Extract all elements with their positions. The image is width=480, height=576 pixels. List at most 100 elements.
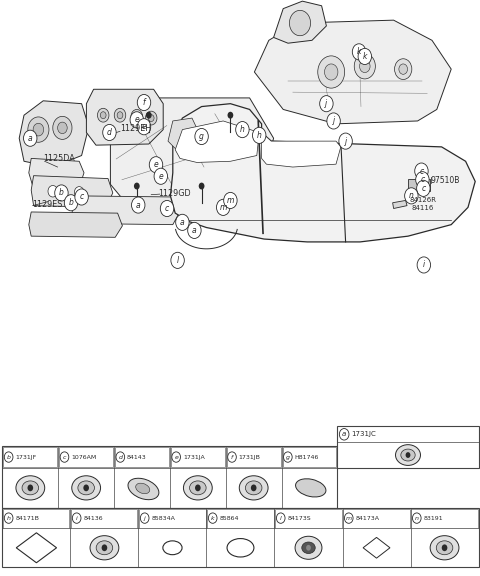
Ellipse shape xyxy=(396,445,420,465)
Text: a: a xyxy=(136,200,141,210)
Text: g: g xyxy=(199,132,204,141)
Circle shape xyxy=(64,195,78,211)
Polygon shape xyxy=(72,196,180,225)
Circle shape xyxy=(24,130,37,146)
Ellipse shape xyxy=(78,481,95,495)
Text: f: f xyxy=(231,454,233,460)
Circle shape xyxy=(53,116,72,139)
Circle shape xyxy=(130,112,144,128)
Circle shape xyxy=(228,112,233,119)
Circle shape xyxy=(276,513,285,523)
Text: c: c xyxy=(420,175,424,184)
Circle shape xyxy=(4,513,13,523)
Bar xyxy=(276,509,342,528)
Circle shape xyxy=(320,96,333,112)
Ellipse shape xyxy=(190,481,206,495)
Circle shape xyxy=(134,183,140,190)
Circle shape xyxy=(251,484,256,491)
Ellipse shape xyxy=(90,536,119,560)
Circle shape xyxy=(339,429,349,440)
Polygon shape xyxy=(31,176,113,207)
Circle shape xyxy=(327,113,340,129)
Circle shape xyxy=(117,112,123,119)
Circle shape xyxy=(208,513,217,523)
Text: c: c xyxy=(420,166,423,176)
Text: 1129ES: 1129ES xyxy=(32,200,62,209)
Text: c: c xyxy=(165,204,169,213)
Text: j: j xyxy=(333,116,335,126)
Circle shape xyxy=(146,112,152,119)
Ellipse shape xyxy=(239,476,268,500)
Circle shape xyxy=(216,199,230,215)
Ellipse shape xyxy=(295,536,322,559)
Ellipse shape xyxy=(183,476,212,500)
Text: l: l xyxy=(280,516,282,521)
Ellipse shape xyxy=(401,449,415,461)
Circle shape xyxy=(284,452,292,462)
Circle shape xyxy=(306,545,311,551)
Text: 1731JF: 1731JF xyxy=(15,454,36,460)
Circle shape xyxy=(406,452,410,458)
Text: b: b xyxy=(59,188,64,198)
Ellipse shape xyxy=(96,541,113,555)
Text: c: c xyxy=(63,454,66,460)
Text: h: h xyxy=(7,516,11,521)
Circle shape xyxy=(84,484,89,491)
Circle shape xyxy=(289,10,311,36)
Circle shape xyxy=(28,117,49,142)
Circle shape xyxy=(188,222,201,238)
Text: e: e xyxy=(158,172,163,181)
Text: j: j xyxy=(325,99,327,108)
Polygon shape xyxy=(170,104,475,242)
Circle shape xyxy=(48,185,58,197)
Circle shape xyxy=(416,172,429,188)
Ellipse shape xyxy=(296,479,326,497)
Circle shape xyxy=(354,54,375,79)
Text: 85834A: 85834A xyxy=(151,516,175,521)
Circle shape xyxy=(442,544,447,551)
Text: l: l xyxy=(177,256,179,265)
Circle shape xyxy=(417,257,431,273)
Text: H81746: H81746 xyxy=(295,454,319,460)
Text: d: d xyxy=(118,454,122,460)
Circle shape xyxy=(145,111,157,125)
Bar xyxy=(59,447,113,467)
Polygon shape xyxy=(393,200,407,209)
Circle shape xyxy=(360,60,370,73)
Ellipse shape xyxy=(302,542,315,554)
Circle shape xyxy=(405,188,418,204)
Bar xyxy=(408,179,430,191)
Circle shape xyxy=(252,127,266,143)
Circle shape xyxy=(324,64,338,80)
Circle shape xyxy=(228,452,236,462)
Circle shape xyxy=(339,133,352,149)
Circle shape xyxy=(116,452,125,462)
Circle shape xyxy=(137,119,151,135)
Text: 1125DA: 1125DA xyxy=(43,154,75,163)
Bar xyxy=(3,509,70,528)
Text: n: n xyxy=(415,516,419,521)
Circle shape xyxy=(171,252,184,268)
Circle shape xyxy=(417,180,430,196)
Text: d: d xyxy=(107,128,112,137)
Ellipse shape xyxy=(436,541,453,555)
Circle shape xyxy=(154,168,168,184)
Bar xyxy=(115,447,169,467)
Polygon shape xyxy=(175,121,259,162)
Circle shape xyxy=(318,56,345,88)
Text: a: a xyxy=(342,431,346,437)
Circle shape xyxy=(224,192,237,209)
Polygon shape xyxy=(86,89,163,145)
Circle shape xyxy=(415,163,428,179)
Circle shape xyxy=(33,123,44,136)
Text: a: a xyxy=(28,134,33,143)
Polygon shape xyxy=(110,98,274,207)
Bar xyxy=(411,509,478,528)
Text: e: e xyxy=(154,160,158,169)
Text: 83191: 83191 xyxy=(423,516,443,521)
Circle shape xyxy=(134,113,140,120)
Circle shape xyxy=(358,48,372,65)
Circle shape xyxy=(148,115,154,122)
Polygon shape xyxy=(254,20,451,124)
Circle shape xyxy=(131,109,143,123)
